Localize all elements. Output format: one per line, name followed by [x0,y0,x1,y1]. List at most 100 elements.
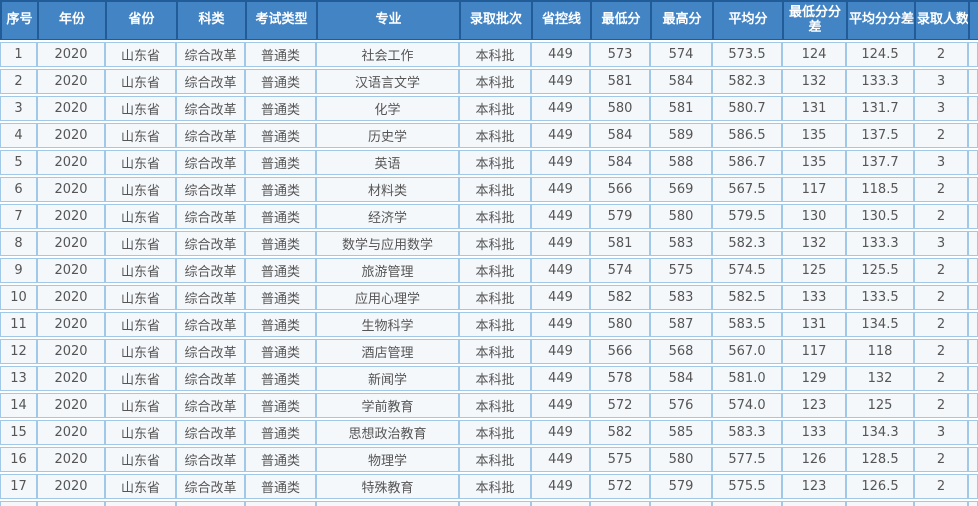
cell-batch: 本科批 [459,420,531,445]
cell-avg_diff: 128.5 [846,447,914,472]
cell-min_score: 581 [590,231,650,256]
cell-control_line: 449 [531,420,590,445]
cell-index: 9 [0,258,37,283]
cell-min_score: 566 [590,177,650,202]
cell-category: 综合改革 [176,42,245,67]
cell-major: 材料类 [316,177,459,202]
cell-min_score: 572 [590,474,650,499]
cell-max_score: 574 [650,42,712,67]
cell-exam_type: 普通类 [245,474,316,499]
table-row-partial [0,501,978,506]
cell-year: 2020 [37,366,105,391]
cell-avg_diff: 133.5 [846,285,914,310]
table-row: 17 2020 山东省 综合改革 普通类 特殊教育 本科批 449 572 579 575.5 123… [0,474,978,499]
column-header-max_score: 最高分 [650,0,712,40]
cell-year: 2020 [37,204,105,229]
cell-min_diff [782,501,846,506]
column-header-year: 年份 [37,0,105,40]
cell-control_line: 449 [531,285,590,310]
cell-min_score: 574 [590,258,650,283]
table-row: 8 2020 山东省 综合改革 普通类 数学与应用数学 本科批 449 581 583 582.3 1… [0,231,978,256]
cell-avg_diff: 125.5 [846,258,914,283]
cell-avg_score: 581.0 [712,366,782,391]
cell-control_line: 449 [531,96,590,121]
cell-control_line: 449 [531,339,590,364]
cell-index: 16 [0,447,37,472]
cell-admitted: 2 [914,204,968,229]
cell-province [105,501,176,506]
cell-province: 山东省 [105,312,176,337]
cell-exam_type: 普通类 [245,366,316,391]
table-row: 1 2020 山东省 综合改革 普通类 社会工作 本科批 449 573 574 573.5 124 1… [0,42,978,67]
column-header-category: 科类 [176,0,245,40]
cell-major: 生物科学 [316,312,459,337]
cell-overflow [968,393,978,418]
cell-province: 山东省 [105,420,176,445]
column-header-min_score: 最低分 [590,0,650,40]
cell-max_score: 584 [650,69,712,94]
cell-max_score: 579 [650,474,712,499]
cell-major: 学前教育 [316,393,459,418]
cell-province: 山东省 [105,204,176,229]
column-header-province: 省份 [105,0,176,40]
cell-major: 数学与应用数学 [316,231,459,256]
cell-category: 综合改革 [176,231,245,256]
cell-category: 综合改革 [176,366,245,391]
cell-admitted: 3 [914,150,968,175]
cell-major: 物理学 [316,447,459,472]
cell-avg_score: 567.5 [712,177,782,202]
cell-max_score: 587 [650,312,712,337]
cell-control_line: 449 [531,231,590,256]
cell-control_line: 449 [531,150,590,175]
cell-min_diff: 133 [782,420,846,445]
cell-major: 思想政治教育 [316,420,459,445]
cell-min_score [590,501,650,506]
cell-avg_diff: 118.5 [846,177,914,202]
cell-category: 综合改革 [176,150,245,175]
cell-control_line: 449 [531,366,590,391]
cell-exam_type: 普通类 [245,447,316,472]
cell-min_diff: 117 [782,339,846,364]
cell-province: 山东省 [105,258,176,283]
cell-province: 山东省 [105,366,176,391]
cell-batch: 本科批 [459,204,531,229]
cell-category: 综合改革 [176,339,245,364]
cell-admitted: 2 [914,177,968,202]
cell-province: 山东省 [105,393,176,418]
cell-major: 新闻学 [316,366,459,391]
cell-year: 2020 [37,474,105,499]
cell-category [176,501,245,506]
cell-min_score: 566 [590,339,650,364]
cell-max_score [650,501,712,506]
cell-avg_score: 574.5 [712,258,782,283]
column-header-avg_score: 平均分 [712,0,782,40]
cell-admitted: 3 [914,420,968,445]
cell-index: 5 [0,150,37,175]
cell-max_score: 580 [650,204,712,229]
cell-batch: 本科批 [459,339,531,364]
cell-admitted: 2 [914,393,968,418]
cell-max_score: 589 [650,123,712,148]
cell-overflow [968,339,978,364]
cell-min_score: 575 [590,447,650,472]
cell-exam_type: 普通类 [245,150,316,175]
cell-major: 特殊教育 [316,474,459,499]
cell-admitted: 2 [914,312,968,337]
column-header-exam_type: 考试类型 [245,0,316,40]
cell-exam_type: 普通类 [245,96,316,121]
cell-province: 山东省 [105,177,176,202]
cell-avg_score: 580.7 [712,96,782,121]
column-header-batch: 录取批次 [459,0,531,40]
cell-admitted: 2 [914,123,968,148]
table-row: 13 2020 山东省 综合改革 普通类 新闻学 本科批 449 578 584 581.0 129 1… [0,366,978,391]
cell-category: 综合改革 [176,258,245,283]
cell-min_score: 581 [590,69,650,94]
cell-avg_score [712,501,782,506]
cell-overflow [968,150,978,175]
cell-overflow [968,474,978,499]
cell-min_diff: 135 [782,123,846,148]
cell-batch: 本科批 [459,366,531,391]
cell-avg_diff: 126.5 [846,474,914,499]
cell-year: 2020 [37,420,105,445]
